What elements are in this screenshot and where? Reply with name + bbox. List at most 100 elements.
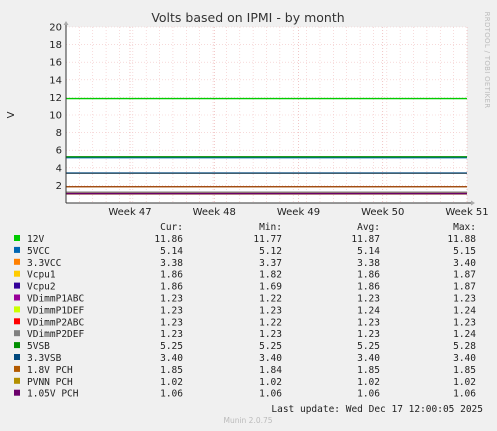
y-tick-label: 2 [56,181,62,192]
x-tick-label: Week 50 [361,207,404,218]
legend-max-value: 1.23 [453,317,476,328]
legend-max-value: 1.85 [453,365,476,376]
legend-series-name: 5VCC [27,246,50,257]
x-tick-label: Week 51 [445,207,488,218]
y-tick-label: 10 [49,111,62,122]
legend-max-value: 1.24 [453,329,476,340]
legend-min-value: 1.69 [259,282,282,293]
legend-series-name: VDimmP1DEF [27,305,84,316]
munin-version-text: Munin 2.0.75 [223,416,272,425]
legend-avg-value: 1.23 [357,294,380,305]
legend-min-value: 3.40 [259,353,282,364]
legend-series-name: VDimmP2DEF [27,329,84,340]
legend-header-max: Max: [453,222,476,233]
legend-min-value: 1.06 [259,389,282,400]
y-axis-label: V [6,111,17,118]
legend-min-value: 1.84 [259,365,282,376]
y-tick-label: 14 [49,75,62,86]
legend-series-name: 1.05V PCH [27,389,79,400]
legend-avg-value: 1.02 [357,377,380,388]
legend-series-name: VDimmP1ABC [27,294,84,305]
legend-avg-value: 11.87 [351,234,380,245]
legend-max-value: 5.15 [453,246,476,257]
legend-layer: Cur: Min: Avg: Max:12V 11.86 11.77 11.87 11.885… [14,222,476,400]
legend-swatch [14,354,20,360]
legend-avg-value: 1.23 [357,329,380,340]
legend-header-min: Min: [259,222,282,233]
rrdtool-side-text: RRDTOOL / TOBI OETIKER [483,12,491,109]
x-tick-label: Week 49 [277,207,320,218]
legend-series-name: PVNN PCH [27,377,73,388]
legend-avg-value: 1.24 [357,305,380,316]
legend-min-value: 11.77 [253,234,282,245]
legend-min-value: 1.82 [259,270,282,281]
y-tick-label: 8 [56,128,62,139]
legend-min-value: 5.25 [259,341,282,352]
y-tick-label: 4 [56,163,62,174]
legend-series-name: 12V [27,234,44,245]
legend-max-value: 11.88 [447,234,476,245]
series-layer [66,97,467,195]
legend-avg-value: 3.40 [357,353,380,364]
legend-avg-value: 1.85 [357,365,380,376]
legend-swatch [14,330,20,337]
legend-cur-value: 11.86 [154,234,183,245]
y-tick-label: 18 [49,40,62,51]
legend-min-value: 1.02 [259,377,282,388]
legend-swatch [14,377,20,384]
legend-swatch [14,235,20,241]
legend-swatch [14,294,20,301]
legend-swatch [14,389,20,396]
legend-series-name: 3.3VCC [27,258,61,269]
y-tick-label: 6 [56,146,62,157]
legend-min-value: 5.12 [259,246,282,257]
legend-max-value: 1.23 [453,294,476,305]
legend-series-name: 5VSB [27,341,50,352]
legend-cur-value: 1.23 [160,294,183,305]
legend-cur-value: 1.85 [160,365,183,376]
legend-min-value: 1.23 [259,305,282,316]
legend-swatch [14,365,20,372]
y-axis-arrow [63,21,69,25]
legend-max-value: 3.40 [453,353,476,364]
y-tick-label: 20 [49,23,62,34]
legend-cur-value: 1.23 [160,305,183,316]
legend-cur-value: 1.06 [160,389,183,400]
legend-cur-value: 3.40 [160,353,183,364]
legend-avg-value: 1.06 [357,389,380,400]
legend-min-value: 3.37 [259,258,282,269]
legend-avg-value: 1.86 [357,282,380,293]
legend-max-value: 5.28 [453,341,476,352]
legend-series-name: Vcpu1 [27,270,56,281]
legend-cur-value: 1.86 [160,270,183,281]
legend-cur-value: 3.38 [160,258,183,269]
legend-header-avg: Avg: [357,222,380,233]
legend-cur-value: 1.86 [160,282,183,293]
legend-cur-value: 1.23 [160,317,183,328]
legend-cur-value: 1.02 [160,377,183,388]
legend-cur-value: 5.14 [160,246,183,257]
chart-title: Volts based on IPMI - by month [151,10,344,25]
legend-series-name: 3.3VSB [27,353,62,364]
legend-header-cur: Cur: [160,222,183,233]
legend-swatch [14,282,20,289]
y-tick-label: 16 [49,58,62,69]
legend-min-value: 1.22 [259,317,282,328]
legend-min-value: 1.22 [259,294,282,305]
legend-swatch [14,318,20,325]
legend-series-name: VDimmP2ABC [27,317,84,328]
legend-avg-value: 1.86 [357,270,380,281]
legend-cur-value: 1.23 [160,329,183,340]
axis-layer: 2 4 6 8 10 12 14 16 18 20 Week 47 Week 48 Week 49 Wee… [49,21,489,218]
legend-swatch [14,270,20,277]
legend-max-value: 1.24 [453,305,476,316]
legend-avg-value: 5.14 [357,246,380,257]
legend-min-value: 1.23 [259,329,282,340]
last-update-text: Last update: Wed Dec 17 12:00:05 2025 [271,404,483,415]
x-axis-arrow [471,200,475,206]
legend-swatch [14,258,20,265]
x-tick-label: Week 48 [193,207,236,218]
legend-max-value: 1.02 [453,377,476,388]
legend-series-name: 1.8V PCH [27,365,73,376]
